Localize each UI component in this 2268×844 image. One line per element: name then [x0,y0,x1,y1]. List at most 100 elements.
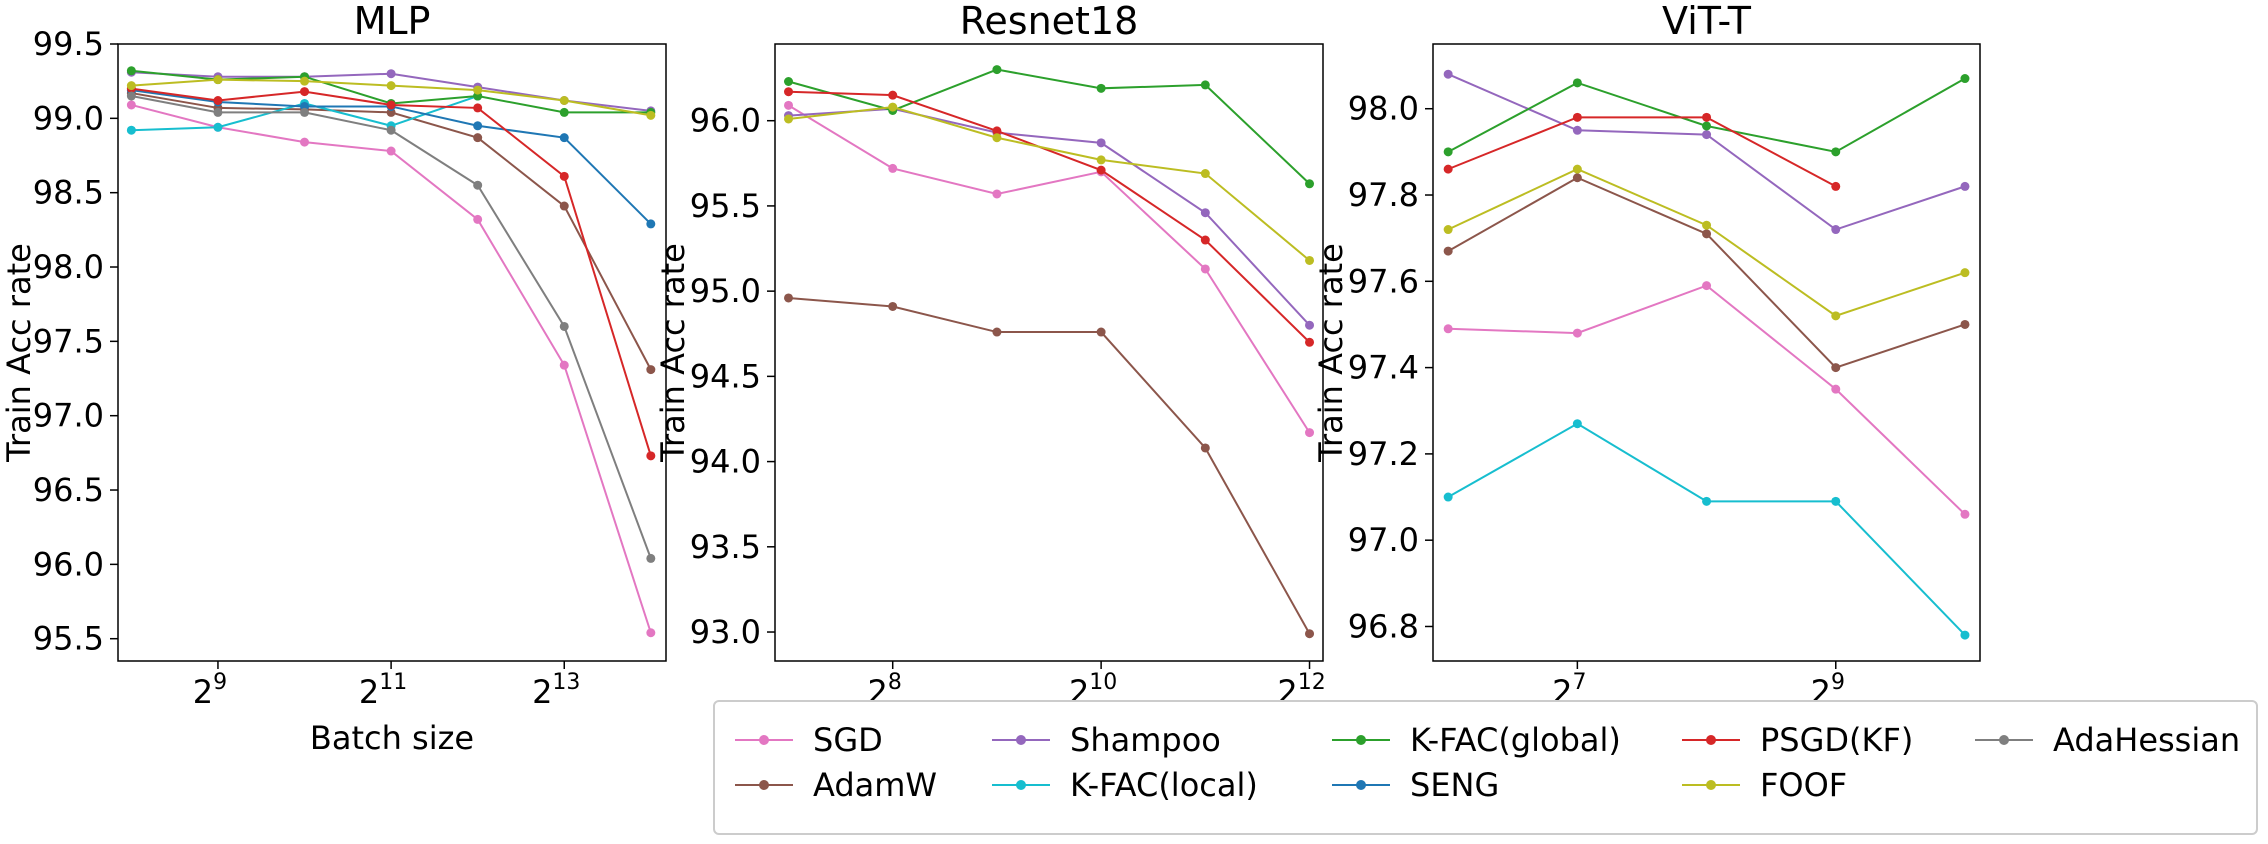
series-line [1447,422,1966,636]
legend-item-psgd: PSGD(KF) [1682,720,1913,760]
data-point [1305,320,1315,330]
data-point [559,360,569,370]
data-point [559,107,569,117]
data-point [1443,225,1453,235]
series-line [788,106,1311,262]
data-point [784,87,794,97]
data-point [1305,428,1315,438]
legend-swatch-adamw [735,775,793,795]
legend-swatch-seng [1332,775,1390,795]
data-point [1831,311,1841,321]
series-shampoo [784,104,1315,330]
series-adamw [784,293,1315,639]
ytick-label: 95.5 [33,620,104,658]
data-point [1831,147,1841,157]
chart-title: ViT-T [1662,0,1752,43]
series-sgd [784,100,1315,438]
legend-item-foof: FOOF [1682,765,1847,805]
legend-item-seng: SENG [1332,765,1499,805]
legend-label-kfac-local: K-FAC(local) [1070,766,1258,804]
data-point [646,219,656,229]
data-point [300,107,310,117]
data-point [1702,496,1712,506]
data-point [646,628,656,638]
series-adamw [1443,173,1970,373]
data-point [559,133,569,143]
data-point [300,87,310,97]
data-point [300,137,310,147]
data-point [473,133,483,143]
data-point [386,69,396,79]
series-k-fac-global [1443,74,1970,157]
data-point [386,100,396,110]
data-point [213,95,223,105]
data-point [1831,181,1841,191]
data-point [646,451,656,461]
data-point [1096,155,1106,165]
series-psgd-kf [126,84,656,461]
y-axis-label: Train Acc rate [654,243,692,463]
legend-item-shampoo: Shampoo [992,720,1221,760]
data-point [1305,629,1315,639]
data-point [1200,169,1210,179]
ytick-label: 99.5 [33,25,104,63]
y-axis-label: Train Acc rate [1312,243,1350,463]
ytick-label: 98.5 [33,174,104,212]
data-point [992,189,1002,199]
legend-item-adahessian: AdaHessian [1975,720,2240,760]
chart-title: MLP [354,0,431,43]
data-point [888,301,898,311]
legend-swatch-foof [1682,775,1740,795]
data-point [888,90,898,100]
ytick-label: 97.4 [1348,349,1419,387]
ytick-label: 99.0 [33,99,104,137]
data-point [888,102,898,112]
data-point [1305,179,1315,189]
ytick-label: 96.0 [33,545,104,583]
data-point [784,76,794,86]
data-point [1572,112,1582,122]
legend-swatch-adahessian [1975,730,2033,750]
data-point [1096,165,1106,175]
chart-title: Resnet18 [960,0,1139,43]
data-point [1200,443,1210,453]
ytick-label: 93.0 [690,613,761,651]
legend-label-shampoo: Shampoo [1070,721,1221,759]
ytick-label: 94.0 [690,443,761,481]
data-point [1305,337,1315,347]
y-axis-label: Train Acc rate [0,243,38,463]
data-point [1572,78,1582,88]
series-line [1448,284,1966,516]
data-point [126,81,136,91]
data-point [992,327,1002,337]
series-sgd [126,100,656,638]
panel-resnet18: 93.093.594.094.595.095.596.028 210 212Resn… [654,0,1326,757]
ytick-label: 95.5 [690,187,761,225]
data-point [1443,164,1453,174]
data-point [1443,324,1453,334]
series-line [788,107,1311,326]
ytick-label: 98.0 [1348,90,1419,128]
legend-label-sgd: SGD [813,721,883,759]
series-k-fac-global [784,65,1315,189]
data-point [386,125,396,135]
series-line [131,103,652,634]
data-point [1096,327,1106,337]
ytick-label: 94.5 [690,357,761,395]
data-point [1443,492,1453,502]
series-line [1447,116,1837,188]
x-axis-label: Batch size [310,719,474,757]
ytick-label: 97.0 [33,397,104,435]
data-point [888,163,898,173]
data-point [1702,130,1712,140]
legend-item-kfac-local: K-FAC(local) [992,765,1258,805]
ytick-label: 93.5 [690,528,761,566]
ytick-label: 96.0 [690,102,761,140]
series-psgd-kf [1443,112,1841,191]
legend-label-seng: SENG [1410,766,1500,804]
data-point [213,107,223,117]
data-point [1572,173,1582,183]
panel-mlp: 95.5 96.0 96.5 97.0 97.5 98.0 98.5 99.0 99.5 29 21… [0,0,667,757]
data-point [386,81,396,91]
legend-item-kfac-global: K-FAC(global) [1332,720,1621,760]
